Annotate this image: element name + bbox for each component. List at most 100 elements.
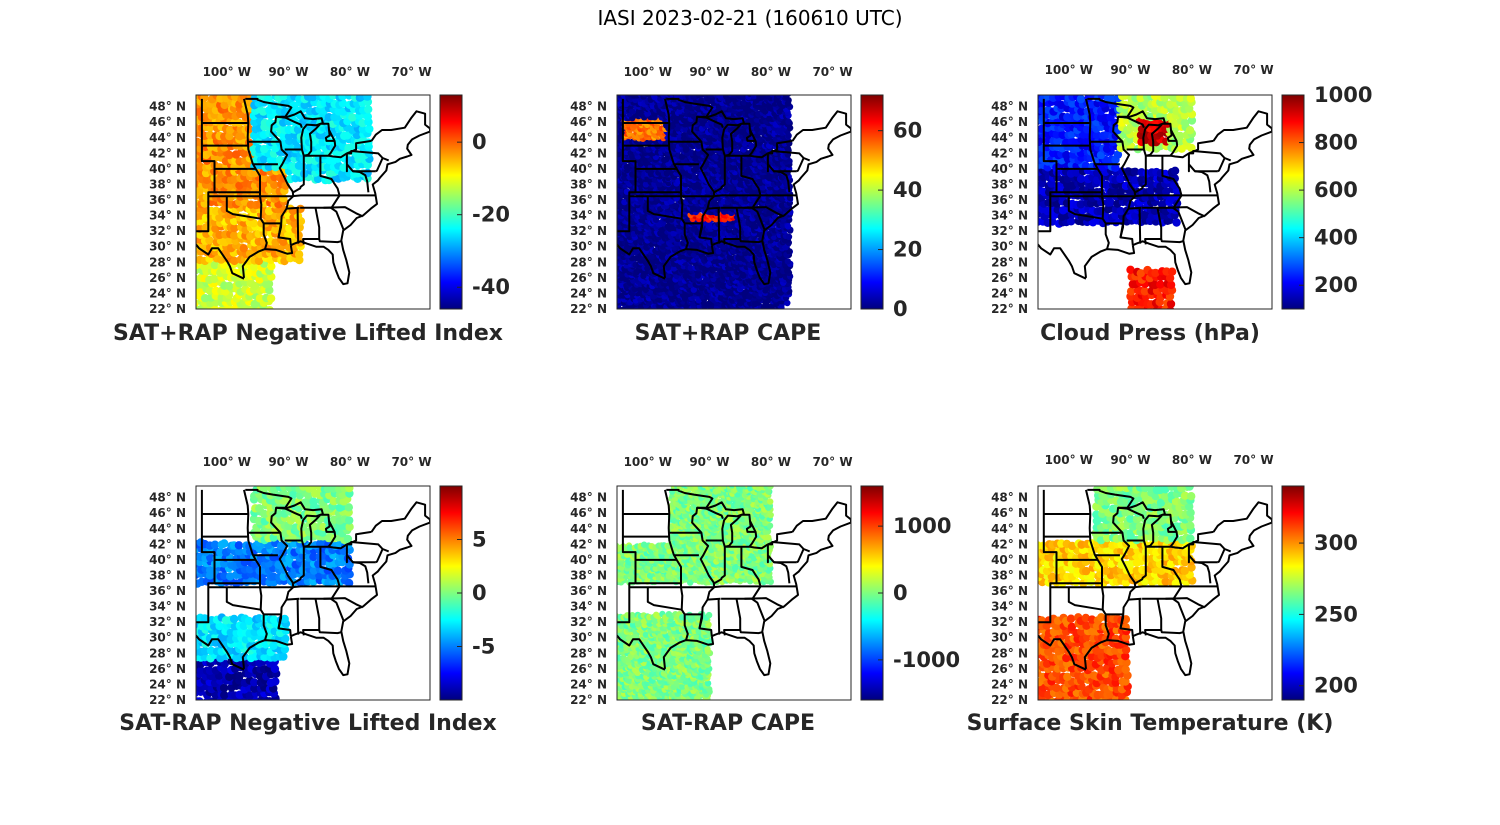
data-point [621, 198, 628, 206]
state-borders [617, 97, 851, 286]
data-point [648, 253, 656, 260]
state-border [243, 98, 268, 250]
lat-tick-label: 38° N [149, 178, 186, 192]
data-point [338, 95, 347, 101]
state-border [767, 150, 811, 162]
state-border [697, 110, 793, 159]
lat-tick-label: 26° N [570, 271, 607, 285]
data-point [308, 95, 317, 102]
data-point [778, 202, 786, 209]
data-point [343, 131, 352, 140]
state-border [286, 206, 300, 210]
data-point [363, 112, 372, 121]
data-point [776, 250, 783, 257]
state-border [284, 116, 303, 129]
data-point [745, 166, 752, 174]
data-point [785, 95, 792, 97]
data-point [737, 181, 744, 188]
data-point [660, 145, 667, 153]
lat-tick-label: 36° N [570, 193, 607, 207]
data-point [748, 142, 755, 150]
state-border [302, 207, 321, 245]
data-point [753, 125, 761, 132]
data-point [249, 219, 258, 228]
data-point [695, 95, 702, 98]
map-frame [195, 94, 431, 310]
data-point [250, 299, 259, 309]
data-point [651, 95, 658, 101]
state-border [707, 206, 721, 210]
data-point [348, 113, 357, 122]
state-border [300, 194, 341, 209]
data-point [230, 256, 239, 266]
lat-tick-label: 42° N [570, 146, 607, 160]
figure-title: IASI 2023-02-21 (160610 UTC) [597, 6, 903, 30]
state-border [375, 157, 384, 173]
data-point [687, 264, 694, 272]
lat-tick-label: 32° N [570, 224, 607, 238]
lat-tick-label: 40° N [149, 162, 186, 176]
data-point [712, 153, 719, 160]
lat-tick-label: 24° N [570, 286, 607, 300]
data-point [726, 254, 733, 261]
state-border [225, 196, 261, 220]
data-point [1166, 299, 1176, 309]
state-border [751, 206, 766, 231]
data-point [255, 294, 265, 303]
state-border [296, 207, 300, 244]
data-point [698, 97, 705, 105]
data-point [739, 95, 746, 100]
data-point [225, 150, 234, 160]
data-points [617, 95, 794, 309]
state-border [745, 129, 756, 142]
data-point [329, 95, 338, 100]
data-points [196, 95, 374, 309]
data-point [239, 244, 248, 253]
lat-tick-label: 36° N [149, 193, 186, 207]
state-border [277, 223, 282, 238]
data-point [230, 223, 239, 233]
lat-tick-label: 46° N [149, 115, 186, 129]
data-point [260, 144, 269, 154]
data-point [231, 95, 240, 101]
data-point [275, 155, 285, 164]
data-point [656, 296, 664, 303]
data-point [254, 256, 264, 266]
data-point [210, 260, 220, 270]
state-border [345, 153, 376, 173]
lat-tick-label: 48° N [570, 100, 607, 114]
state-border [319, 155, 341, 196]
colorbar-tick-label: 60 [893, 119, 922, 143]
data-point [269, 156, 278, 165]
map-frame [616, 94, 852, 310]
data-point [210, 274, 219, 284]
state-border [705, 116, 724, 129]
data-point [660, 95, 667, 99]
state-border [739, 238, 762, 244]
state-border [662, 245, 715, 279]
data-point [240, 167, 249, 177]
state-border [664, 98, 689, 250]
data-point [294, 250, 304, 259]
data-point [266, 294, 276, 303]
data-point [690, 286, 697, 293]
lon-tick-label: 100° W [203, 65, 251, 79]
lat-tick-label: 28° N [570, 255, 607, 269]
state-border [796, 157, 805, 173]
lat-tick-label: 22° N [149, 302, 186, 316]
data-point [363, 95, 372, 101]
data-point [264, 279, 274, 288]
data-point [1166, 280, 1176, 290]
state-border [629, 194, 797, 198]
data-point [279, 95, 288, 101]
lat-tick-label: 44° N [149, 131, 186, 145]
data-point [196, 162, 205, 171]
state-border [711, 110, 851, 286]
data-point [265, 306, 274, 309]
data-point [250, 281, 260, 290]
panel-title: SAT+RAP Negative Lifted Index [113, 321, 503, 346]
data-point [259, 173, 269, 183]
data-point [225, 131, 234, 141]
lat-tick-label: 22° N [570, 302, 607, 316]
lat-tick-label: 48° N [149, 100, 186, 114]
